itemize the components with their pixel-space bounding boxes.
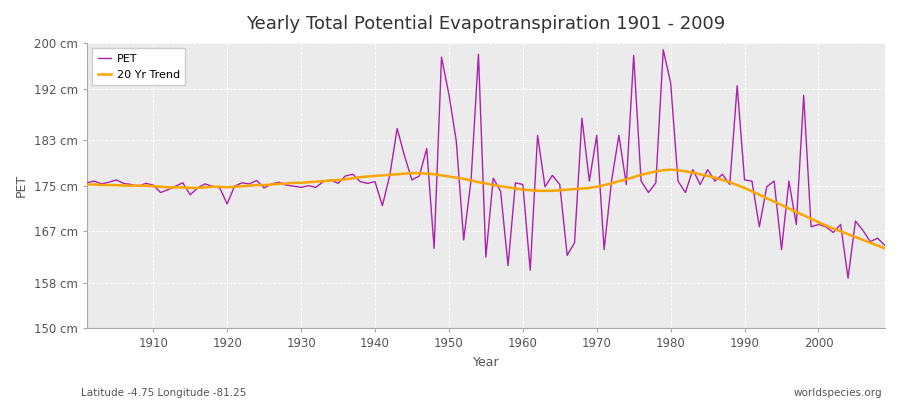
20 Yr Trend bbox=[81, 182, 92, 187]
Line: PET: PET bbox=[86, 50, 885, 278]
PET bbox=[81, 180, 92, 185]
PET bbox=[347, 172, 358, 177]
Text: Latitude -4.75 Longitude -81.25: Latitude -4.75 Longitude -81.25 bbox=[81, 388, 247, 398]
20 Yr Trend bbox=[606, 181, 616, 186]
PET bbox=[140, 181, 151, 186]
PET bbox=[658, 47, 669, 52]
PET bbox=[303, 183, 314, 188]
PET bbox=[510, 180, 521, 185]
20 Yr Trend bbox=[518, 187, 528, 192]
Title: Yearly Total Potential Evapotranspiration 1901 - 2009: Yearly Total Potential Evapotranspiratio… bbox=[247, 15, 725, 33]
20 Yr Trend bbox=[665, 167, 676, 172]
Text: worldspecies.org: worldspecies.org bbox=[794, 388, 882, 398]
PET bbox=[842, 276, 853, 280]
20 Yr Trend bbox=[347, 176, 358, 181]
PET bbox=[518, 182, 528, 187]
X-axis label: Year: Year bbox=[472, 356, 500, 369]
20 Yr Trend bbox=[510, 186, 521, 191]
20 Yr Trend bbox=[879, 246, 890, 251]
PET bbox=[879, 243, 890, 248]
PET bbox=[606, 179, 616, 184]
Y-axis label: PET: PET bbox=[15, 174, 28, 197]
Legend: PET, 20 Yr Trend: PET, 20 Yr Trend bbox=[93, 48, 185, 85]
20 Yr Trend bbox=[303, 180, 314, 185]
Line: 20 Yr Trend: 20 Yr Trend bbox=[86, 170, 885, 248]
20 Yr Trend bbox=[140, 183, 151, 188]
